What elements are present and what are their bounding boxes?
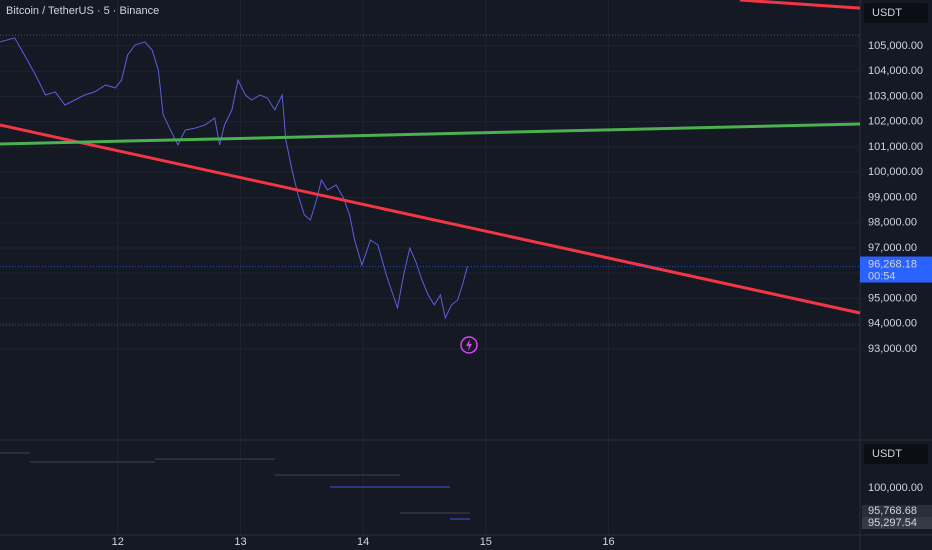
series-line: [0, 123, 861, 315]
y-tick-label: 101,000.00: [868, 141, 923, 153]
axis-label-box: [864, 3, 928, 23]
y-tick-label: 100,000.00: [868, 166, 923, 178]
y-tick-label: 93,000.00: [868, 343, 917, 355]
y-tick-label: 99,000.00: [868, 191, 917, 203]
lower-tick-label: 100,000.00: [868, 482, 923, 494]
last-price-label: 96,268.18: [868, 258, 917, 270]
x-tick-label: 15: [480, 536, 492, 548]
x-tick-label: 12: [112, 536, 124, 548]
series-line: [0, 122, 861, 146]
y-tick-label: 103,000.00: [868, 90, 923, 102]
axis-label: USDT: [872, 7, 902, 19]
lower-pane-bars: [0, 452, 470, 520]
x-tick-label: 14: [357, 536, 369, 548]
countdown-label: 00:54: [868, 270, 896, 282]
y-tick-label: 105,000.00: [868, 40, 923, 52]
price-label-box: [862, 517, 932, 529]
y-tick-label: 98,000.00: [868, 217, 917, 229]
price-label-box: [862, 505, 932, 517]
y-tick-label: 102,000.00: [868, 116, 923, 128]
lower-axis-label: USDT: [872, 448, 902, 460]
axis-label-box: [864, 444, 928, 464]
lower-price-label: 95,768.68: [868, 505, 917, 517]
y-tick-label: 104,000.00: [868, 65, 923, 77]
last-price-box: [860, 256, 932, 283]
grid: [0, 0, 860, 535]
chart-title: Bitcoin / TetherUS · 5 · Binance: [6, 5, 159, 17]
x-tick-label: 16: [602, 536, 614, 548]
x-tick-label: 13: [234, 536, 246, 548]
y-tick-label: 97,000.00: [868, 242, 917, 254]
lower-price-label: 95,297.54: [868, 517, 917, 529]
alert-icon: [460, 336, 478, 354]
series-line: [739, 0, 861, 10]
y-tick-label: 95,000.00: [868, 292, 917, 304]
y-tick-label: 94,000.00: [868, 318, 917, 330]
